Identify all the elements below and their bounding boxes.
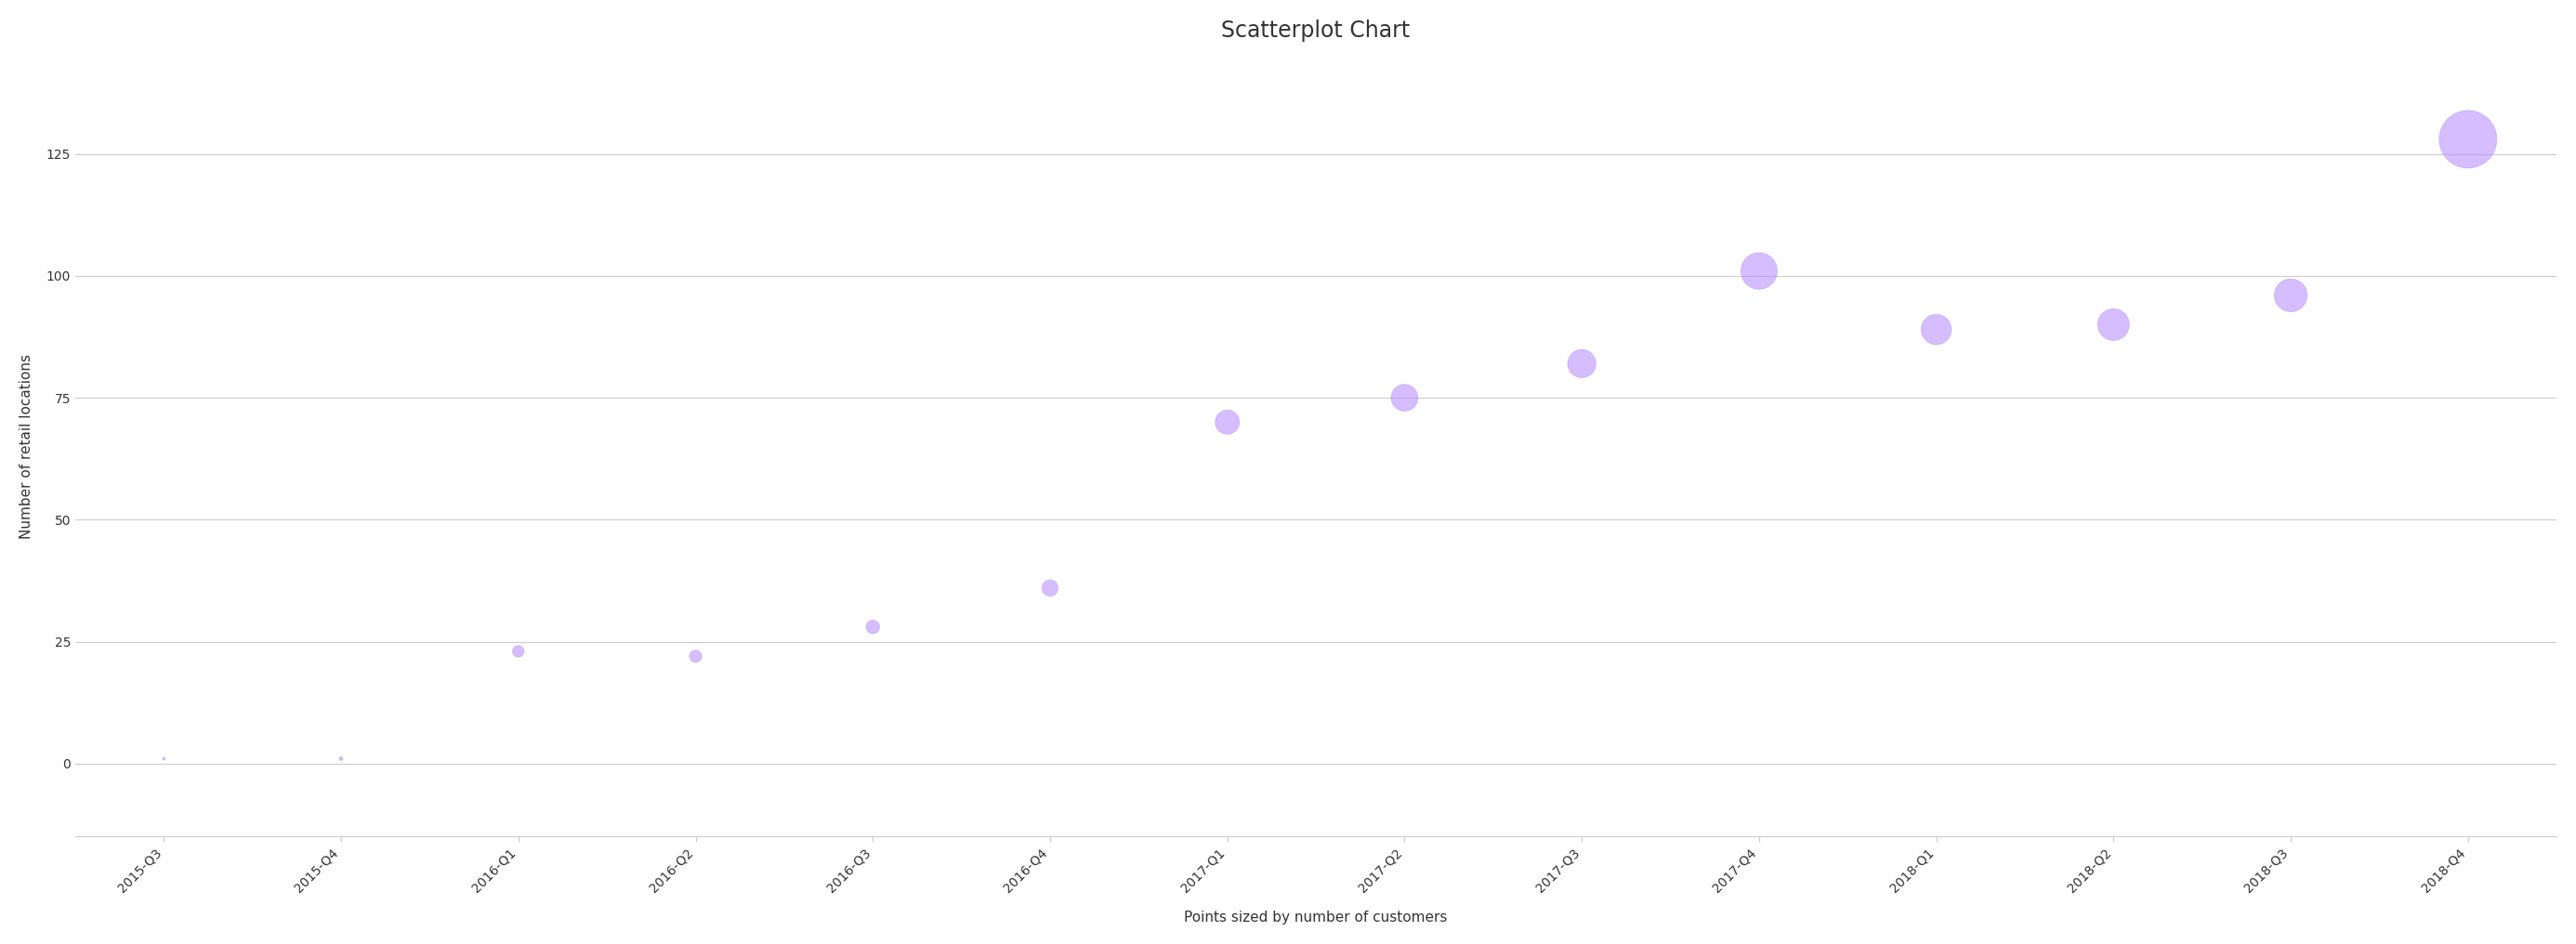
Point	[1917, 322, 1958, 337]
Point	[853, 619, 894, 634]
Point	[2447, 132, 2488, 147]
Title: Scatterplot Chart: Scatterplot Chart	[1221, 20, 1412, 42]
Point	[1030, 581, 1072, 596]
Point	[319, 751, 361, 767]
Point	[2269, 288, 2311, 303]
Y-axis label: Number of retail locations: Number of retail locations	[21, 354, 33, 539]
Point	[1206, 414, 1247, 430]
Point	[1739, 263, 1780, 278]
Point	[675, 649, 716, 664]
Point	[144, 751, 185, 767]
X-axis label: Points sized by number of customers: Points sized by number of customers	[1185, 911, 1448, 924]
Point	[2092, 317, 2133, 332]
Point	[1383, 390, 1425, 405]
Point	[1561, 356, 1602, 371]
Point	[497, 644, 538, 659]
